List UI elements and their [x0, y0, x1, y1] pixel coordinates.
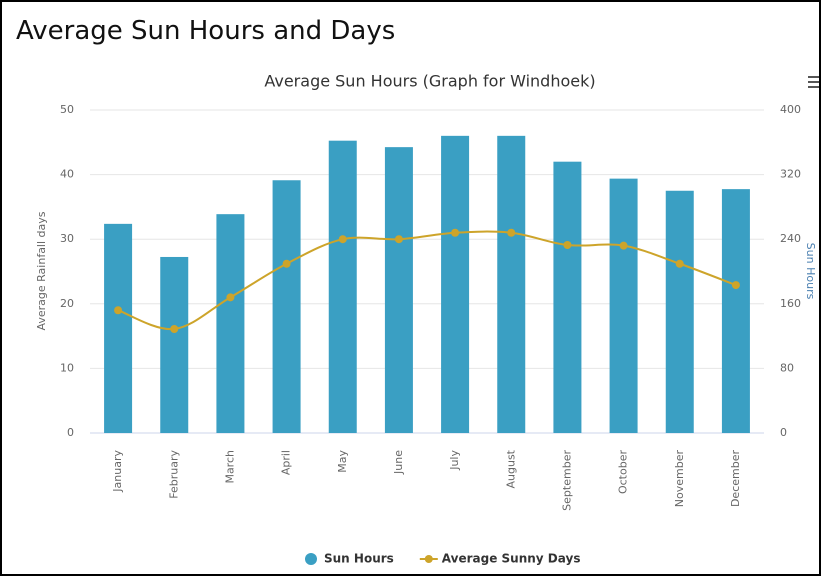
- x-tick-label: February: [167, 450, 180, 499]
- bar: [721, 189, 750, 433]
- legend-label: Average Sunny Days: [442, 552, 581, 566]
- x-tick-label: July: [448, 450, 461, 471]
- x-tick-label: August: [504, 449, 517, 488]
- y-tick-label: 50: [60, 103, 74, 116]
- legend-symbol: [424, 555, 433, 563]
- line-point: [563, 241, 572, 250]
- y-tick-label: 20: [60, 297, 74, 310]
- x-tick-label: January: [111, 450, 124, 493]
- bar: [441, 135, 470, 433]
- line-point: [170, 324, 179, 333]
- x-tick-label: November: [673, 450, 686, 508]
- bar: [609, 178, 638, 433]
- bar: [216, 214, 245, 433]
- y-tick-label: 40: [60, 168, 74, 181]
- y2-tick-label: 240: [780, 232, 801, 245]
- bar: [160, 256, 189, 433]
- bar: [328, 140, 357, 433]
- line-point: [731, 281, 740, 290]
- bar: [104, 223, 133, 433]
- page-heading: Average Sun Hours and Days: [16, 16, 396, 46]
- line-point: [619, 241, 628, 250]
- bar: [384, 147, 413, 433]
- y-tick-label: 0: [67, 426, 74, 439]
- menu-icon[interactable]: [808, 76, 819, 88]
- y-tick-label: 10: [60, 361, 74, 374]
- line-point: [338, 235, 347, 244]
- line-point: [675, 259, 684, 268]
- x-tick-label: May: [336, 450, 349, 473]
- bar: [497, 135, 526, 433]
- line-point: [282, 259, 291, 268]
- legend-label: Sun Hours: [324, 552, 394, 566]
- y2-tick-label: 320: [780, 168, 801, 181]
- x-tick-label: March: [223, 450, 236, 484]
- y-tick-label: 30: [60, 232, 74, 245]
- chart-title: Average Sun Hours (Graph for Windhoek): [264, 72, 595, 91]
- x-tick-label: December: [729, 450, 742, 508]
- y2-tick-label: 160: [780, 297, 801, 310]
- y2-axis-title: Sun Hours: [804, 243, 817, 300]
- bar: [665, 190, 694, 433]
- bar: [272, 180, 301, 433]
- y2-tick-label: 400: [780, 103, 801, 116]
- x-tick-label: June: [392, 450, 405, 475]
- line-point: [507, 228, 516, 237]
- y2-tick-label: 80: [780, 361, 794, 374]
- line-point: [114, 306, 123, 315]
- line: [117, 230, 737, 331]
- y2-tick-label: 0: [780, 426, 787, 439]
- line-point: [451, 228, 460, 237]
- x-tick-label: October: [617, 450, 630, 494]
- legend-item[interactable]: Sun Hours: [305, 552, 394, 566]
- legend-symbol: [305, 553, 317, 565]
- y-axis-title: Average Rainfall days: [35, 211, 48, 330]
- line-point: [394, 235, 403, 244]
- line-point: [226, 293, 235, 302]
- bar: [553, 161, 582, 433]
- x-tick-label: September: [560, 450, 573, 511]
- legend-item[interactable]: Average Sunny Days: [419, 552, 581, 566]
- x-tick-label: April: [280, 450, 293, 475]
